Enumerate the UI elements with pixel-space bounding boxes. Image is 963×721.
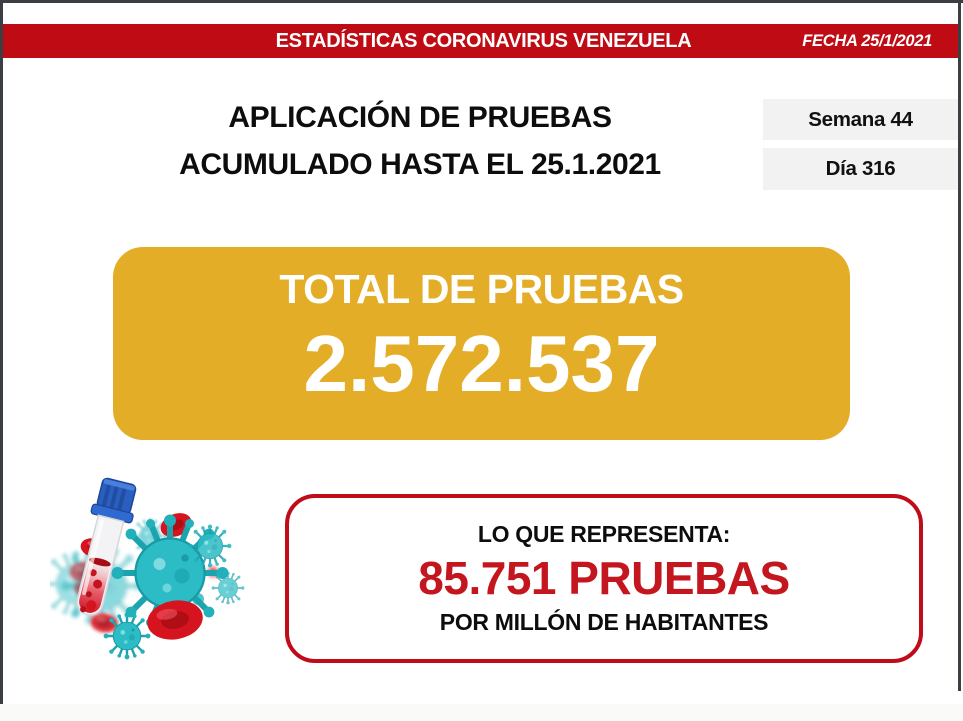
window-frame-right xyxy=(958,0,961,691)
header-bar: ESTADÍSTICAS CORONAVIRUS VENEZUELA FECHA… xyxy=(3,24,958,58)
blood-test-tube-illustration xyxy=(41,468,280,683)
week-badge: Semana 44 xyxy=(763,99,958,140)
page-title-line2: ACUMULADO HASTA EL 25.1.2021 xyxy=(179,148,661,181)
window-frame-left xyxy=(0,0,3,704)
total-tests-value: 2.572.537 xyxy=(303,319,660,408)
blood-test-virus-icon xyxy=(41,477,246,661)
page-title-line1: APLICACIÓN DE PRUEBAS xyxy=(228,101,612,134)
per-million-value: 85.751 PRUEBAS xyxy=(418,552,790,604)
per-million-caption: POR MILLÓN DE HABITANTES xyxy=(439,609,769,635)
per-million-intro: LO QUE REPRESENTA: xyxy=(477,521,731,547)
page-title: APLICACIÓN DE PRUEBAS ACUMULADO HASTA EL… xyxy=(60,94,780,188)
window-frame-top xyxy=(0,0,963,3)
day-badge: Día 316 xyxy=(763,148,958,190)
window-bottom-strip xyxy=(0,704,963,721)
week-badge-label: Semana 44 xyxy=(808,107,913,131)
header-date: FECHA 25/1/2021 xyxy=(802,31,932,50)
day-badge-label: Día 316 xyxy=(825,157,896,180)
total-tests-card: TOTAL DE PRUEBAS 2.572.537 xyxy=(113,247,850,440)
per-million-card: LO QUE REPRESENTA: 85.751 PRUEBAS POR MI… xyxy=(285,494,923,663)
total-tests-label: TOTAL DE PRUEBAS xyxy=(279,266,684,312)
header-title: ESTADÍSTICAS CORONAVIRUS VENEZUELA xyxy=(275,29,692,52)
